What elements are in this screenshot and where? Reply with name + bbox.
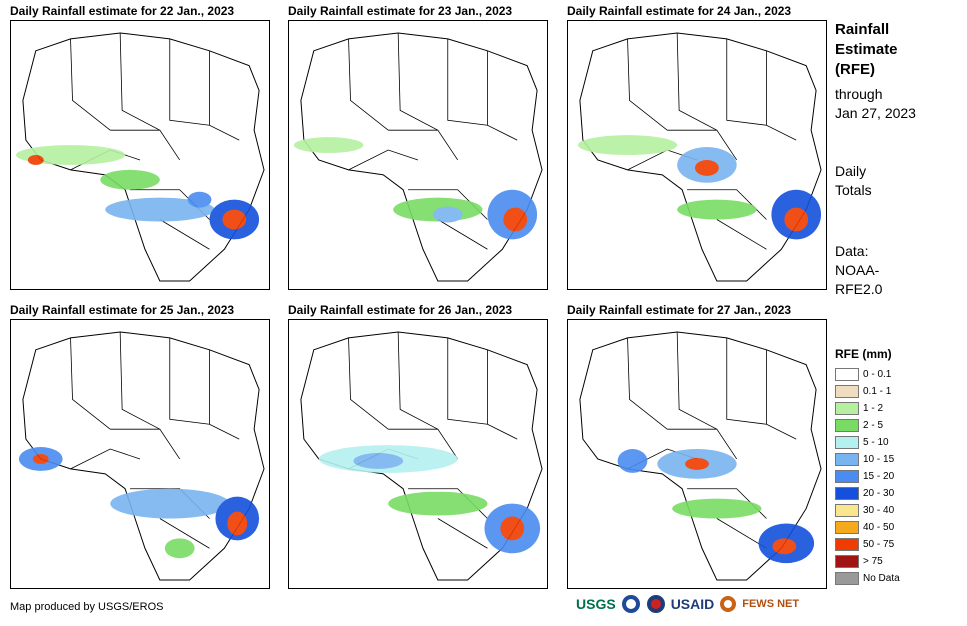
sidebar-through: through [835,86,883,102]
sidebar-data-label: Data: [835,243,869,259]
legend-label: 0.1 - 1 [863,386,892,397]
legend-label: 20 - 30 [863,488,895,499]
legend-label: 15 - 20 [863,471,895,482]
legend-label: 30 - 40 [863,505,895,516]
legend-swatch [835,487,859,500]
sidebar-date: Jan 27, 2023 [835,105,916,121]
legend-swatch [835,402,859,415]
map-credit: Map produced by USGS/EROS [10,601,164,613]
rainfall-map-22-jan [10,20,270,290]
sidebar-data-block: Data: NOAA- RFE2.0 [835,242,882,299]
legend-label: 5 - 10 [863,437,889,448]
legend-label: No Data [863,573,900,584]
rainfall-map-25-jan [10,319,270,589]
legend-item: 50 - 75 [835,536,900,553]
legend-item: 30 - 40 [835,502,900,519]
fews-net-logo: FEWS NET [742,598,800,610]
legend-item: > 75 [835,553,900,570]
legend-label: 40 - 50 [863,522,895,533]
legend-swatch [835,385,859,398]
legend-swatch [835,521,859,534]
legend-item: 10 - 15 [835,451,900,468]
legend-title: RFE (mm) [835,347,892,361]
legend-item: 20 - 30 [835,485,900,502]
sidebar-title-line3: (RFE) [835,61,875,78]
legend-label: 10 - 15 [863,454,895,465]
sidebar-source2: RFE2.0 [835,281,883,297]
legend-item: 0 - 0.1 [835,366,900,383]
legend-label: 50 - 75 [863,539,895,550]
sidebar-totals-block: Daily Totals [835,162,872,200]
panel-title-5: Daily Rainfall estimate for 26 Jan., 202… [288,303,513,317]
rainfall-map-24-jan [567,20,827,290]
legend-swatch [835,453,859,466]
rainfall-map-23-jan [288,20,548,290]
panel-title-4: Daily Rainfall estimate for 25 Jan., 202… [10,303,235,317]
sidebar-date-block: through Jan 27, 2023 [835,85,916,123]
panel-title-1: Daily Rainfall estimate for 22 Jan., 202… [10,4,235,18]
legend-swatch [835,504,859,517]
legend: 0 - 0.1 0.1 - 1 1 - 2 2 - 5 5 - 10 10 - 15 15 … [835,366,900,587]
usgs-logo: USGS [576,596,616,612]
legend-item: 2 - 5 [835,417,900,434]
legend-label: 1 - 2 [863,403,884,414]
legend-item: 1 - 2 [835,400,900,417]
fews-net-globe-icon [720,596,737,612]
panel-title-2: Daily Rainfall estimate for 23 Jan., 202… [288,4,513,18]
legend-item: 5 - 10 [835,434,900,451]
legend-item: No Data [835,570,900,587]
logos: USGS USAID FEWS NET [576,594,799,614]
sidebar-title-line1: Rainfall [835,21,890,38]
usaid-seal-icon [646,595,665,613]
sidebar-source1: NOAA- [835,262,880,278]
rainfall-map-26-jan [288,319,548,589]
sidebar-daily: Daily [835,163,867,179]
legend-label: > 75 [863,556,883,567]
legend-label: 2 - 5 [863,420,884,431]
legend-swatch [835,368,859,381]
legend-item: 40 - 50 [835,519,900,536]
legend-swatch [835,419,859,432]
legend-swatch [835,470,859,483]
sidebar-title-line2: Estimate [835,41,898,58]
legend-swatch [835,436,859,449]
sidebar-title: Rainfall Estimate (RFE) [835,20,898,80]
legend-swatch [835,538,859,551]
panel-title-6: Daily Rainfall estimate for 27 Jan., 202… [567,303,792,317]
legend-swatch [835,555,859,568]
legend-item: 0.1 - 1 [835,383,900,400]
legend-label: 0 - 0.1 [863,369,892,380]
noaa-logo-icon [621,595,640,613]
map-svg [15,32,265,282]
panel-title-3: Daily Rainfall estimate for 24 Jan., 202… [567,4,792,18]
legend-swatch [835,572,859,585]
sidebar-totals: Totals [835,182,872,198]
usaid-logo: USAID [670,596,715,612]
legend-item: 15 - 20 [835,468,900,485]
rainfall-map-27-jan [567,319,827,589]
